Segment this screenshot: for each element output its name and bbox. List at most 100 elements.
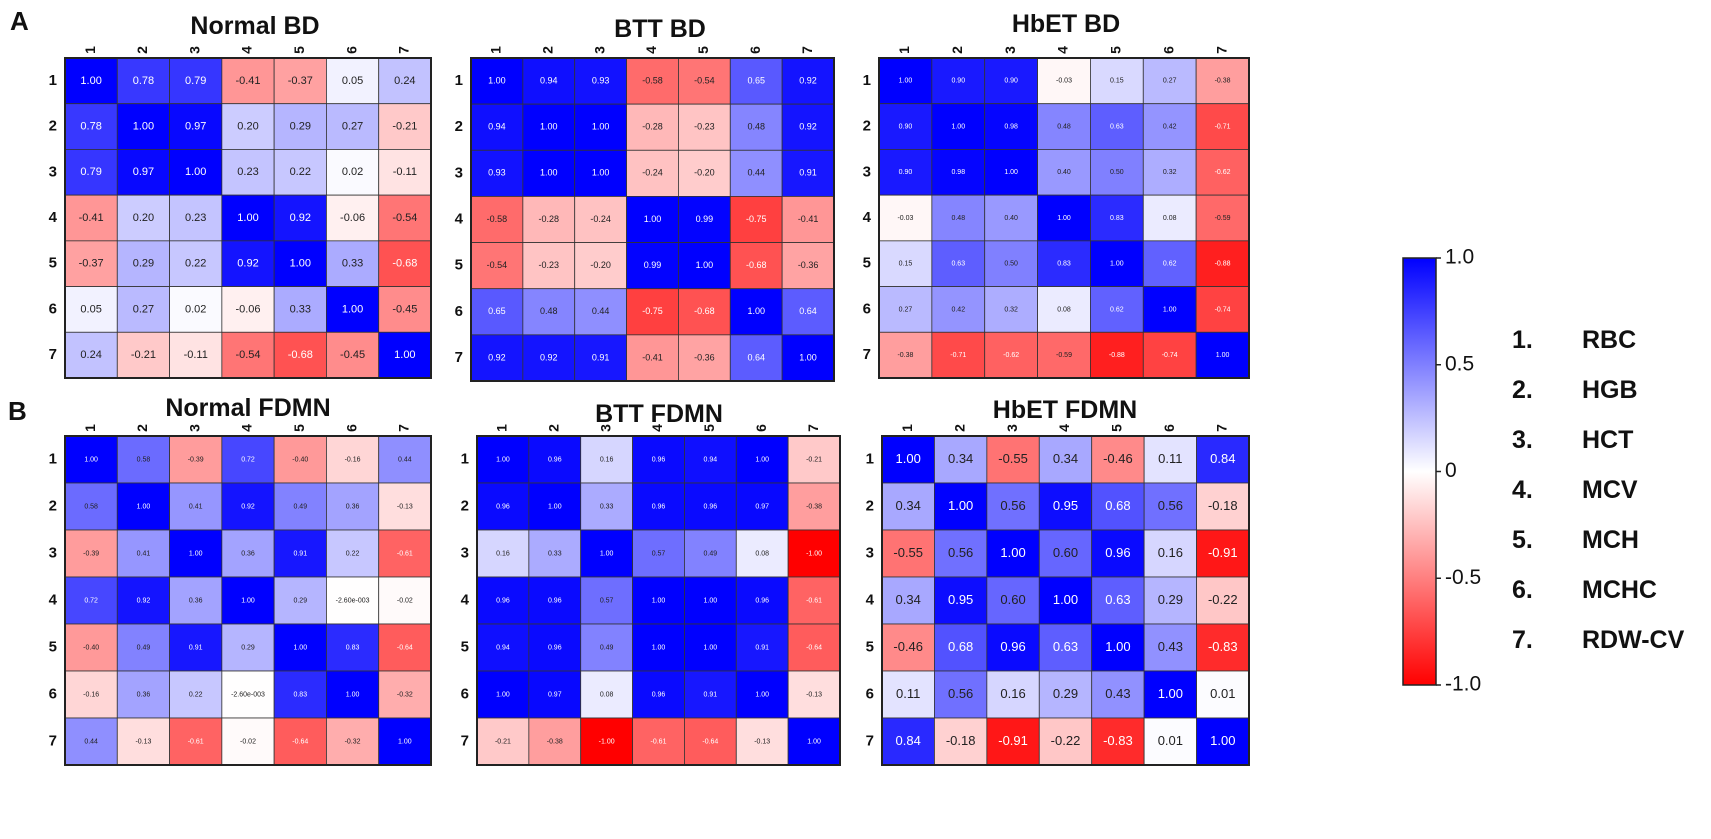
cell-value-label: 0.08 (755, 550, 769, 557)
cell-value-label: -0.59 (1056, 352, 1072, 359)
heatmap-cell (580, 529, 633, 578)
heatmap-cell (934, 623, 988, 672)
heatmap-panel: BTT FDMN 1 2 3 4 5 6 7 1 2 3 4 5 6 7 1.00 0.96 0.16 0.96 0.… (461, 400, 841, 766)
column-tick-label: 5 (291, 424, 307, 432)
cell-value-label: 0.44 (592, 306, 610, 316)
legend-item-number: 4. (1512, 475, 1533, 504)
heatmap-cell (1142, 149, 1197, 196)
row-tick-label: 4 (49, 209, 58, 226)
cell-value-label: -0.22 (1051, 733, 1081, 748)
cell-value-label: 0.96 (755, 597, 769, 604)
heatmap-cell (986, 670, 1040, 719)
cell-value-label: 0.90 (899, 169, 913, 176)
column-tick-label: 5 (695, 46, 711, 54)
cell-value-label: -0.18 (946, 733, 976, 748)
cell-value-label: -0.61 (397, 550, 413, 557)
cell-value-label: 1.00 (241, 597, 255, 604)
cell-value-label: -0.55 (893, 545, 923, 560)
heatmap-cell (1143, 576, 1197, 625)
cell-value-label: -0.11 (393, 166, 417, 178)
column-tick-label: 4 (1056, 424, 1072, 432)
row-tick-label: 2 (866, 497, 874, 514)
heatmap-cell (116, 149, 170, 196)
heatmap-title: HbET FDMN (993, 396, 1137, 424)
legend-item-name: HGB (1582, 375, 1638, 404)
cell-value-label: 0.29 (1158, 592, 1183, 607)
heatmap-cell (678, 57, 731, 105)
heatmap-cell (881, 623, 935, 672)
heatmap-cell (626, 196, 679, 243)
cell-value-label: 0.22 (346, 550, 360, 557)
cell-value-label: 0.16 (1158, 545, 1183, 560)
cell-value-label: 0.97 (185, 120, 206, 132)
cell-value-label: 1.00 (189, 550, 203, 557)
heatmap-cell (574, 149, 627, 197)
heatmap-cell (1196, 670, 1250, 719)
cell-value-label: 0.27 (342, 120, 363, 132)
heatmap-cell (1090, 57, 1144, 105)
row-tick-label: 3 (455, 164, 463, 181)
heatmap-cell (729, 288, 783, 336)
column-tick-label: 5 (701, 424, 717, 432)
column-tick-label: 3 (591, 46, 607, 54)
heatmap-frame (878, 57, 1250, 379)
row-tick-label: 5 (455, 257, 463, 274)
heatmap-cell (878, 240, 933, 287)
cell-value-label: 0.90 (951, 78, 965, 85)
heatmap-cell (522, 334, 576, 382)
heatmap-cell (1196, 623, 1250, 672)
cell-value-label: -0.11 (184, 349, 208, 361)
cell-value-label: 0.16 (496, 550, 510, 557)
cell-value-label: -0.41 (235, 75, 260, 87)
row-tick-label: 2 (455, 118, 463, 135)
cell-value-label: 0.16 (600, 456, 614, 463)
heatmap-cell (986, 576, 1040, 625)
heatmap-cell (1037, 286, 1091, 333)
cell-value-label: 0.92 (237, 258, 258, 270)
legend-item-number: 7. (1512, 625, 1533, 654)
row-tick-label: 6 (49, 685, 57, 702)
cell-value-label: -0.45 (392, 303, 417, 315)
cell-value-label: 1.00 (704, 597, 718, 604)
heatmap-cell (986, 435, 1040, 484)
heatmap-cell (326, 529, 380, 578)
cell-value-label: 0.48 (540, 306, 558, 316)
heatmap-panel: HbET BD 1 2 3 4 5 6 7 1 2 3 4 5 6 7 1.00 0.90 0.90 -0.03 0.… (863, 10, 1250, 379)
cell-value-label: -0.41 (642, 352, 663, 362)
cell-value-label: -0.58 (642, 75, 663, 85)
heatmap-cell (326, 576, 380, 625)
heatmap-cell (221, 529, 275, 578)
heatmap-cell (528, 529, 582, 578)
cell-value-label: 0.99 (644, 260, 662, 270)
cell-value-label: 0.93 (592, 75, 610, 85)
row-tick-label: 5 (863, 255, 871, 272)
cell-value-label: 1.00 (290, 258, 311, 270)
cell-value-label: 0.32 (1004, 306, 1018, 313)
heatmap-cell (878, 149, 933, 196)
cell-value-label: 0.94 (704, 456, 718, 463)
cell-value-label: 0.11 (896, 686, 920, 701)
row-tick-label: 6 (866, 685, 874, 702)
heatmap-title: Normal BD (190, 12, 319, 40)
heatmap-cell (64, 286, 118, 333)
heatmap-cell (1195, 286, 1250, 333)
legend-item: 6. MCHC (1512, 565, 1707, 615)
cell-value-label: 0.58 (137, 456, 151, 463)
heatmap-cell (1143, 529, 1197, 578)
column-tick-label: 7 (805, 424, 821, 432)
cell-value-label: 0.44 (398, 456, 412, 463)
heatmap-cell (1038, 670, 1093, 719)
cell-value-label: 0.43 (1158, 639, 1183, 654)
cell-value-label: 0.96 (548, 597, 562, 604)
cell-value-label: -0.28 (642, 122, 663, 132)
cell-value-label: 1.00 (948, 498, 973, 513)
heatmap-cell (1195, 240, 1250, 287)
heatmap-cell (781, 57, 835, 105)
column-tick-label: 7 (1213, 424, 1229, 432)
heatmap-cell (326, 194, 380, 242)
cell-value-label: 0.91 (592, 352, 610, 362)
cell-value-label: 0.78 (80, 120, 101, 132)
heatmap-cell (781, 196, 835, 243)
cell-value-label: 1.00 (548, 503, 562, 510)
heatmap-cell (116, 286, 170, 333)
